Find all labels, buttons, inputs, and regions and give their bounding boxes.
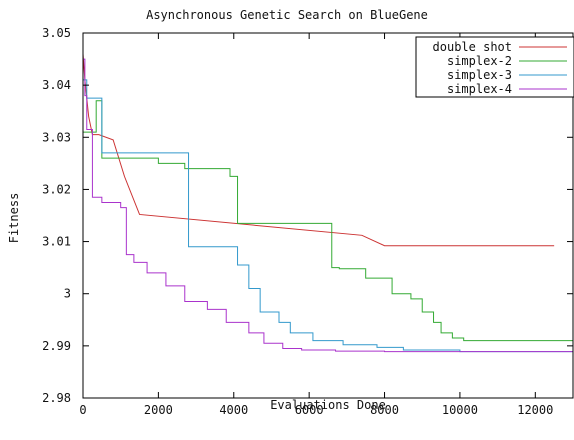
legend-label: simplex-4 — [447, 82, 512, 96]
y-tick-label: 2.98 — [42, 391, 71, 405]
x-tick-label: 2000 — [144, 403, 173, 417]
legend-label: double shot — [433, 40, 512, 54]
x-tick-label: 0 — [79, 403, 86, 417]
y-tick-label: 2.99 — [42, 339, 71, 353]
y-tick-label: 3 — [64, 287, 71, 301]
chart-title: Asynchronous Genetic Search on BlueGene — [146, 8, 428, 22]
y-tick-label: 3.05 — [42, 26, 71, 40]
x-tick-label: 10000 — [442, 403, 478, 417]
series-line-simplex-4 — [83, 58, 573, 353]
y-tick-label: 3.03 — [42, 130, 71, 144]
y-tick-label: 3.01 — [42, 235, 71, 249]
plot-area — [82, 53, 574, 353]
axes: 0 2000 4000 6000 8000 10000 12000 2.98 2.99 3 3.01… — [42, 26, 574, 417]
series-line-double-shot — [82, 53, 555, 247]
x-tick-label: 4000 — [219, 403, 248, 417]
x-tick-label: 6000 — [295, 403, 324, 417]
series-line-simplex-3 — [83, 79, 573, 353]
y-tick-label: 3.02 — [42, 182, 71, 196]
legend-label: simplex-3 — [447, 68, 512, 82]
legend-label: simplex-2 — [447, 54, 512, 68]
x-tick-label: 8000 — [370, 403, 399, 417]
y-axis-label: Fitness — [7, 193, 21, 244]
plot-border — [82, 32, 574, 399]
series-line-simplex-2 — [83, 100, 574, 344]
x-tick-label: 12000 — [517, 403, 553, 417]
y-tick-label: 3.04 — [42, 78, 71, 92]
x-axis-label: Evaluations Done — [270, 398, 386, 412]
